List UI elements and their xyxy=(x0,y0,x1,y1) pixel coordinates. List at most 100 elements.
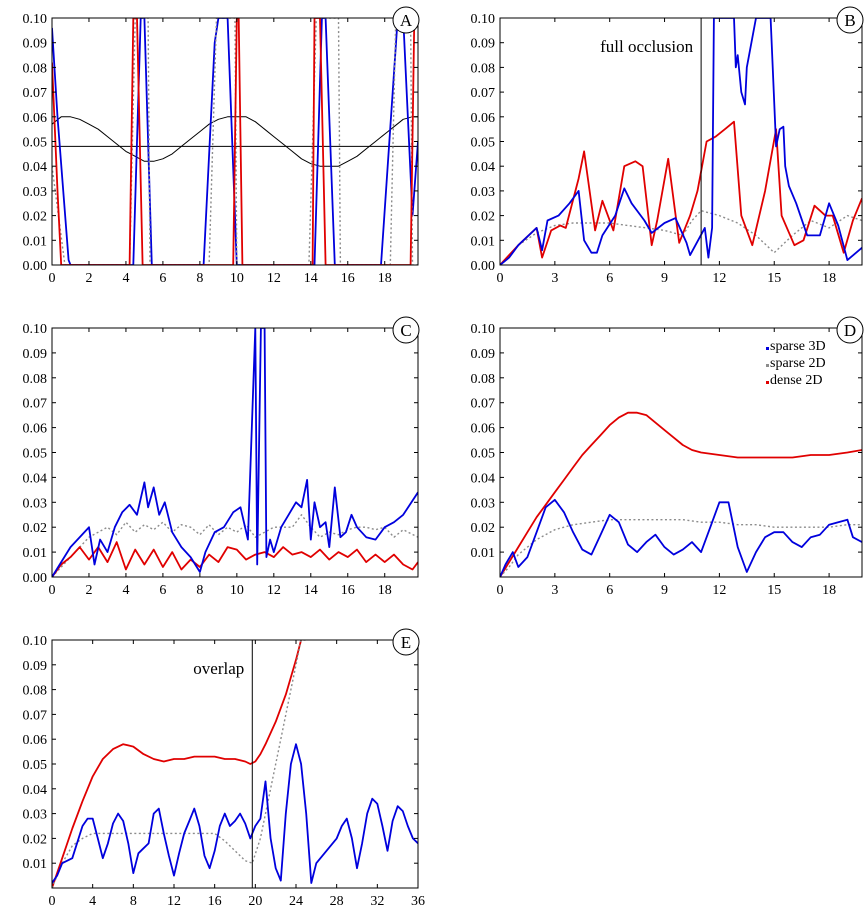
y-tick-label: 0.09 xyxy=(471,347,496,362)
y-tick-label: 0.01 xyxy=(23,234,48,249)
series-line-sparse3d xyxy=(52,18,418,265)
y-tick-label: 0.03 xyxy=(23,808,48,823)
y-tick-label: 0.09 xyxy=(23,347,48,362)
panel-badge-circle xyxy=(836,316,864,344)
x-tick-label: 10 xyxy=(230,583,244,598)
x-tick-label: 28 xyxy=(330,894,344,909)
x-tick-label: 18 xyxy=(822,583,836,598)
x-tick-label: 2 xyxy=(85,271,92,286)
annotation-label: full occlusion xyxy=(600,37,694,56)
legend-swatch xyxy=(766,347,769,350)
panel-badge-circle xyxy=(836,6,864,34)
y-tick-label: 0.00 xyxy=(471,259,496,274)
y-tick-label: 0.02 xyxy=(471,210,496,225)
x-tick-label: 12 xyxy=(267,583,281,598)
y-tick-label: 0.10 xyxy=(23,12,48,27)
series-line-dense2d xyxy=(52,640,302,888)
series-line-sparse3d xyxy=(52,743,418,884)
x-tick-label: 32 xyxy=(370,894,384,909)
y-tick-label: 0.05 xyxy=(471,136,496,151)
x-tick-label: 0 xyxy=(49,271,56,286)
y-tick-label: 0.02 xyxy=(23,210,48,225)
x-tick-label: 15 xyxy=(767,583,781,598)
y-tick-label: 0.06 xyxy=(471,422,496,437)
y-tick-label: 0.06 xyxy=(23,733,48,748)
panel-badge-circle xyxy=(392,628,420,656)
y-tick-label: 0.01 xyxy=(471,234,496,249)
panel-c: 0.00 0.01 0.02 0.03 0.04 0.05 0.06 0.07 0.08 0.09… xyxy=(23,316,420,598)
x-tick-label: 8 xyxy=(130,894,137,909)
x-tick-label: 12 xyxy=(167,894,181,909)
y-tick-label: 0.02 xyxy=(471,521,496,536)
panel-badge-label: B xyxy=(844,11,855,30)
x-tick-label: 8 xyxy=(196,271,203,286)
y-tick-label: 0.06 xyxy=(23,111,48,126)
y-tick-label: 0.08 xyxy=(23,372,48,387)
plot-area xyxy=(52,640,418,888)
x-tick-label: 36 xyxy=(411,894,425,909)
y-tick-label: 0.00 xyxy=(23,259,48,274)
y-tick-label: 0.09 xyxy=(471,37,496,52)
y-tick-label: 0.10 xyxy=(471,322,496,337)
y-tick-label: 0.00 xyxy=(23,571,48,586)
x-tick-label: 9 xyxy=(661,271,668,286)
y-tick-label: 0.04 xyxy=(23,160,48,175)
x-tick-label: 0 xyxy=(497,583,504,598)
legend-swatch xyxy=(766,381,769,384)
series-line-sparse2d xyxy=(52,514,418,577)
panel-badge-label: D xyxy=(844,321,856,340)
y-tick-label: 0.08 xyxy=(23,61,48,76)
y-tick-label: 0.07 xyxy=(23,86,48,101)
x-tick-label: 20 xyxy=(248,894,262,909)
series-line-dense2d xyxy=(500,120,862,265)
legend-label: sparse 3D xyxy=(770,339,826,354)
y-tick-label: 0.01 xyxy=(23,857,48,872)
plot-area xyxy=(500,411,862,577)
y-tick-label: 0.10 xyxy=(23,634,48,649)
series-line-sparse3d xyxy=(500,498,862,577)
series-line-dense2d xyxy=(500,411,862,577)
y-tick-label: 0.03 xyxy=(471,496,496,511)
y-tick-label: 0.08 xyxy=(471,61,496,76)
panel-badge-label: A xyxy=(400,11,413,30)
x-tick-label: 6 xyxy=(606,271,613,286)
panel-badge-circle xyxy=(392,6,420,34)
y-tick-label: 0.04 xyxy=(471,160,496,175)
plot-area xyxy=(500,18,862,265)
x-tick-label: 12 xyxy=(267,271,281,286)
y-tick-label: 0.02 xyxy=(23,832,48,847)
x-tick-label: 9 xyxy=(661,583,668,598)
panel-d: 0.01 0.02 0.03 0.04 0.05 0.06 0.07 0.08 0.09 0.10… xyxy=(471,316,864,598)
x-tick-label: 2 xyxy=(85,583,92,598)
y-tick-label: 0.04 xyxy=(23,783,48,798)
series-line-sparse3d xyxy=(52,328,418,577)
x-tick-label: 18 xyxy=(378,583,392,598)
y-tick-label: 0.07 xyxy=(23,397,48,412)
y-tick-label: 0.01 xyxy=(23,546,48,561)
panel-badge-label: E xyxy=(401,633,411,652)
plot-frame xyxy=(51,327,419,578)
plot-area xyxy=(52,328,418,577)
y-tick-label: 0.05 xyxy=(23,136,48,151)
x-tick-label: 3 xyxy=(551,271,558,286)
y-tick-label: 0.06 xyxy=(23,422,48,437)
y-tick-label: 0.05 xyxy=(23,447,48,462)
y-tick-label: 0.10 xyxy=(23,322,48,337)
series-line-black-wave xyxy=(52,116,418,167)
series-line-sparse2d xyxy=(52,640,307,888)
y-tick-label: 0.06 xyxy=(471,111,496,126)
y-tick-label: 0.05 xyxy=(471,447,496,462)
legend-swatch xyxy=(766,364,769,367)
x-tick-label: 12 xyxy=(712,583,726,598)
y-tick-label: 0.09 xyxy=(23,659,48,674)
series-line-sparse2d xyxy=(500,519,862,577)
y-tick-label: 0.07 xyxy=(471,397,496,412)
x-tick-label: 24 xyxy=(289,894,303,909)
x-tick-label: 4 xyxy=(122,271,129,286)
x-tick-label: 15 xyxy=(767,271,781,286)
y-tick-label: 0.07 xyxy=(23,708,48,723)
x-tick-label: 0 xyxy=(49,894,56,909)
x-tick-label: 18 xyxy=(822,271,836,286)
panel-a: 0.00 0.01 0.02 0.03 0.04 0.05 0.06 0.07 0.08 0.09… xyxy=(23,6,420,286)
